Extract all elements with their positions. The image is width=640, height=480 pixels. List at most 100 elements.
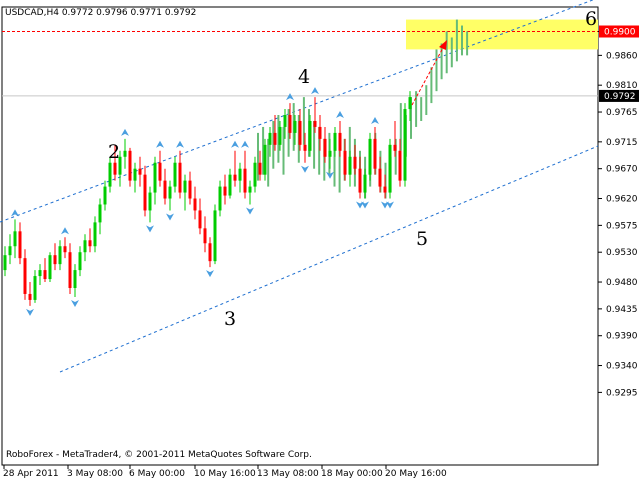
y-tick-label: 0.9860	[606, 51, 638, 61]
candle-body	[183, 180, 187, 193]
candle-body	[143, 174, 147, 211]
price-marker-label: 0.9900	[604, 28, 636, 38]
candle-body	[108, 162, 112, 187]
candle-body	[358, 168, 362, 193]
candle-body	[73, 270, 77, 288]
candle-body	[53, 255, 57, 265]
candle-body	[258, 162, 262, 175]
fractal-up-arrow	[121, 128, 129, 136]
y-tick-label: 0.9480	[606, 278, 638, 288]
wave-label-2: 2	[108, 141, 120, 163]
candle-body	[248, 186, 252, 193]
candle-body	[208, 243, 212, 262]
candle-body	[368, 138, 372, 175]
candle-body	[173, 162, 177, 187]
candle-body	[153, 162, 157, 193]
candle-body	[168, 186, 172, 199]
candle-body	[13, 231, 17, 247]
fractal-down-arrow	[26, 308, 34, 316]
candle-body	[313, 120, 317, 127]
candle-body	[103, 186, 107, 205]
fractal-down-arrow	[326, 171, 334, 179]
candle-body	[318, 126, 322, 139]
candle-body	[263, 144, 267, 175]
fractal-up-arrow	[11, 209, 19, 217]
candle-body	[338, 132, 342, 151]
candle-body	[3, 255, 7, 271]
wave-label-6: 6	[585, 8, 597, 30]
price-marker-box	[599, 89, 639, 102]
candle-body	[403, 109, 407, 181]
candle-body	[178, 162, 182, 193]
candle-body	[353, 156, 357, 169]
candle-body	[343, 150, 347, 175]
price-marker-box	[599, 25, 639, 38]
candle-body	[393, 144, 397, 151]
channel-lower-line	[59, 145, 599, 373]
candle-body	[298, 120, 302, 145]
fractal-down-arrow	[361, 201, 369, 209]
candle-body	[23, 258, 27, 294]
candle-body	[363, 174, 367, 193]
x-tick-label: 3 May 08:00	[67, 469, 123, 479]
candle-body	[323, 138, 327, 157]
candle-body	[18, 231, 22, 259]
price-marker-label: 0.9792	[604, 92, 636, 102]
fractal-down-arrow	[301, 165, 309, 173]
candle-body	[333, 132, 337, 151]
fractal-up-arrow	[61, 227, 69, 235]
candle-body	[188, 180, 192, 199]
candle-body	[213, 210, 217, 262]
candle-body	[33, 276, 37, 300]
candle-body	[118, 156, 122, 175]
candle-body	[308, 120, 312, 151]
candle-body	[78, 252, 82, 271]
forecast-arrow-line	[411, 45, 445, 106]
candle-body	[128, 150, 132, 181]
candle-body	[273, 132, 277, 145]
candle-body	[373, 138, 377, 169]
chart-title: USDCAD,H4 0.9772 0.9796 0.9771 0.9792	[5, 8, 196, 18]
candle-body	[68, 252, 72, 288]
candle-body	[28, 293, 32, 300]
candle-body	[133, 168, 137, 181]
x-tick-label: 18 May 00:00	[321, 469, 383, 479]
candle-body	[398, 150, 402, 181]
fractal-up-arrow	[336, 110, 344, 118]
candle-body	[48, 255, 52, 280]
candle-body	[408, 97, 412, 110]
candle-body	[148, 192, 152, 211]
plot-frame	[1, 6, 599, 466]
fractal-up-arrow	[286, 93, 294, 101]
candle-body	[158, 162, 162, 181]
fractal-up-arrow	[371, 116, 379, 124]
candle-body	[193, 198, 197, 211]
candle-body	[378, 168, 382, 187]
candle-body	[198, 210, 202, 229]
wave-label-3: 3	[224, 308, 236, 330]
candle-body	[203, 228, 207, 244]
x-tick-label: 20 May 16:00	[385, 469, 447, 479]
candle-body	[58, 246, 62, 265]
y-tick-label: 0.9620	[606, 195, 638, 205]
y-tick-label: 0.9435	[606, 305, 638, 315]
candle-body	[138, 168, 142, 175]
y-tick-label: 0.9715	[606, 138, 638, 148]
fractal-down-arrow	[246, 207, 254, 215]
wave-label-5: 5	[416, 228, 428, 250]
fractal-up-arrow	[156, 140, 164, 148]
candle-body	[93, 222, 97, 247]
candle-body	[328, 150, 332, 157]
candle-body	[38, 270, 42, 277]
candle-body	[218, 186, 222, 211]
candle-body	[98, 204, 102, 223]
y-tick-label: 0.9340	[606, 362, 638, 372]
candle-body	[63, 246, 67, 253]
channel-upper-line	[0, 0, 595, 223]
y-tick-label: 0.9295	[606, 388, 638, 398]
candle-body	[293, 120, 297, 133]
candle-body	[348, 156, 352, 175]
candle-body	[238, 168, 242, 181]
fractal-down-arrow	[206, 270, 214, 278]
